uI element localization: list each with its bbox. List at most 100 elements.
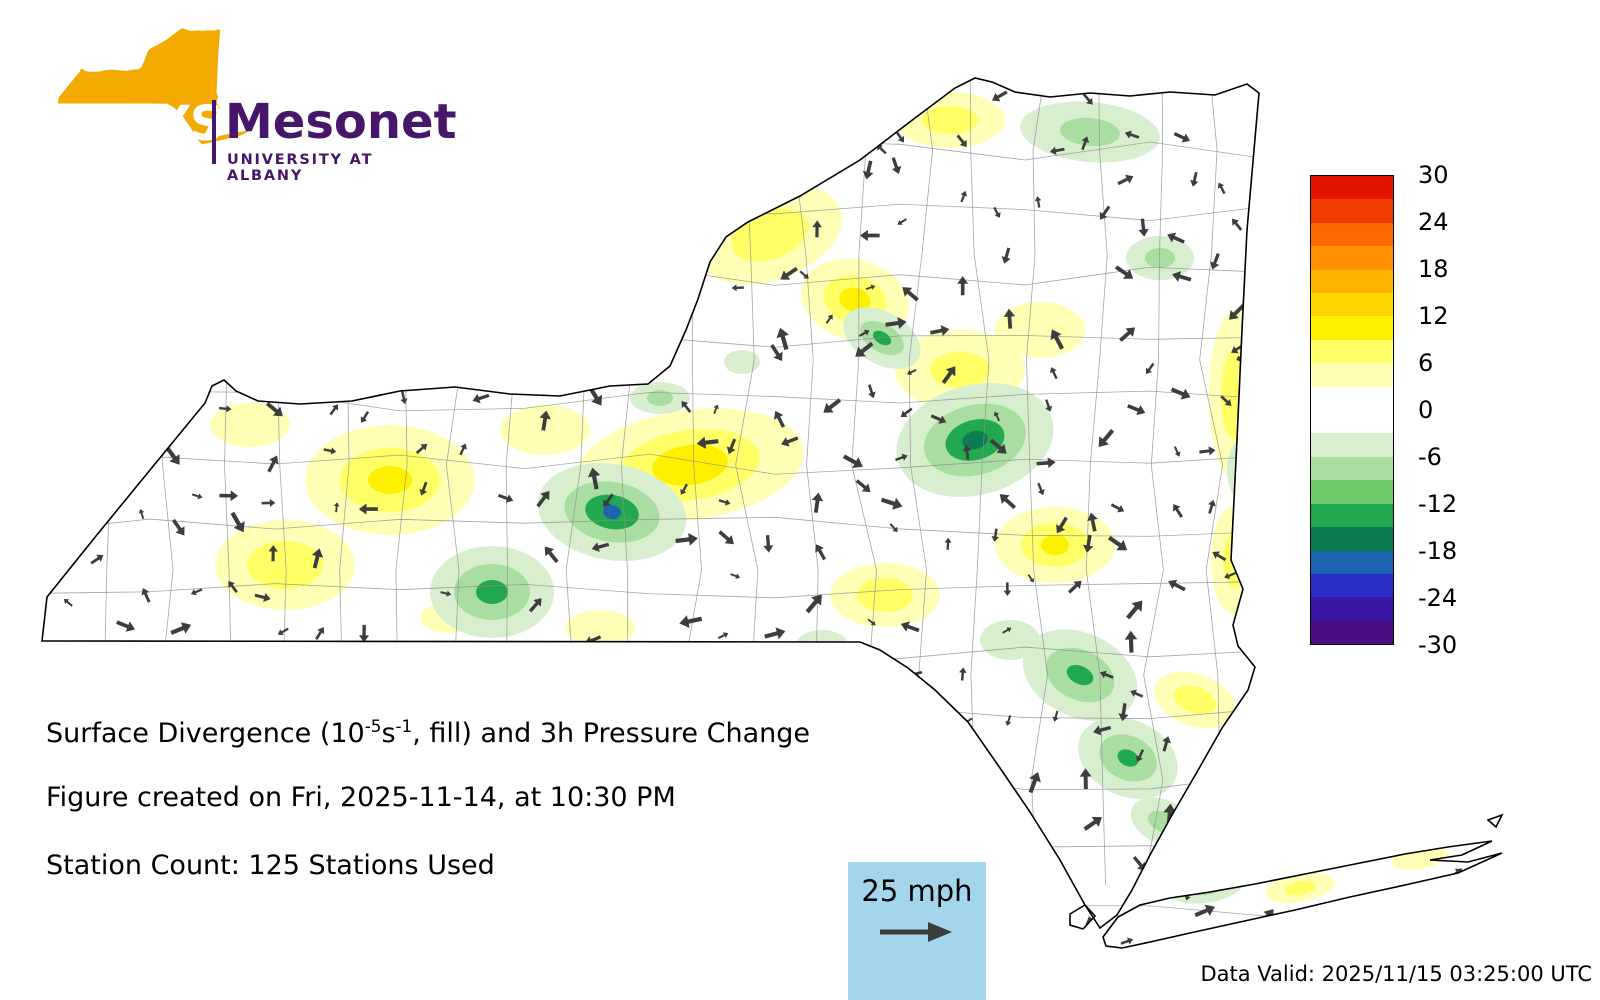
pressure-change-arrow-icon	[1232, 218, 1243, 231]
pressure-change-arrow-icon	[640, 212, 646, 222]
pressure-change-arrow-icon	[1049, 146, 1065, 155]
pressure-change-arrow-icon	[764, 84, 771, 95]
colorbar-segment	[1311, 222, 1393, 247]
pressure-change-arrow-icon	[960, 190, 968, 203]
pressure-change-arrow-icon	[417, 278, 428, 295]
pressure-change-arrow-icon	[344, 947, 363, 962]
pressure-change-arrow-icon	[635, 82, 648, 89]
pressure-change-arrow-icon	[1027, 574, 1034, 583]
colorbar-segment	[1311, 269, 1393, 294]
divergence-contour	[839, 287, 871, 313]
pressure-change-arrow-icon	[116, 620, 135, 632]
pressure-change-arrow-icon	[544, 546, 559, 564]
pressure-change-arrow-icon	[89, 960, 104, 978]
pressure-change-arrow-icon	[1497, 827, 1502, 847]
pressure-change-arrow-icon	[623, 812, 636, 825]
pressure-change-arrow-icon	[362, 365, 376, 373]
pressure-change-arrow-icon	[827, 721, 837, 738]
pressure-change-arrow-icon	[139, 387, 148, 399]
divergence-contour	[962, 430, 988, 450]
colorbar-segment	[1311, 597, 1393, 621]
pressure-change-arrow-icon	[726, 438, 737, 455]
pressure-change-arrow-icon	[1154, 945, 1173, 948]
pressure-change-arrow-icon	[1324, 788, 1337, 807]
pressure-change-arrow-icon	[1220, 395, 1232, 406]
pressure-change-arrow-icon	[1257, 480, 1268, 499]
divergence-contour	[980, 620, 1040, 660]
pressure-change-arrow-icon	[713, 404, 719, 414]
pressure-change-arrow-icon	[418, 947, 431, 956]
pressure-change-arrow-icon	[552, 847, 566, 858]
pressure-change-arrow-icon	[400, 391, 408, 405]
pressure-change-arrow-icon	[785, 896, 798, 907]
colorbar-tick-label: 30	[1418, 161, 1449, 189]
pressure-change-arrow-icon	[635, 331, 647, 353]
pressure-change-arrow-icon	[957, 276, 969, 296]
pressure-change-arrow-icon	[274, 302, 288, 322]
pressure-change-arrow-icon	[63, 598, 73, 607]
pressure-change-arrow-icon	[72, 669, 89, 680]
pressure-change-arrow-icon	[1117, 174, 1134, 186]
pressure-change-arrow-icon	[455, 910, 471, 922]
colorbar-tick-labels: 30 24 18 12 6 0 -6 -12 -18 -24 -30	[1418, 161, 1518, 659]
pressure-change-arrow-icon	[191, 273, 202, 279]
divergence-contour	[647, 390, 673, 406]
pressure-change-arrow-icon	[315, 678, 332, 690]
pressure-change-arrow-icon	[640, 143, 653, 151]
pressure-change-arrow-icon	[895, 78, 904, 85]
pressure-change-arrow-icon	[1003, 582, 1012, 596]
pressure-change-arrow-icon	[708, 771, 719, 783]
pressure-change-arrow-icon	[1262, 718, 1275, 741]
pressure-change-arrow-icon	[536, 490, 550, 508]
pressure-change-arrow-icon	[825, 314, 833, 324]
pressure-change-arrow-icon	[1050, 329, 1065, 350]
colorbar-segment	[1311, 573, 1393, 598]
pressure-change-arrow-icon	[49, 499, 64, 516]
colorbar-segment	[1311, 503, 1393, 528]
divergence-contour	[1284, 880, 1316, 896]
pressure-change-arrow-icon	[764, 627, 786, 640]
pressure-change-arrow-icon	[962, 444, 972, 460]
pressure-change-arrow-icon	[956, 134, 967, 148]
divergence-contour	[796, 630, 848, 660]
pressure-change-arrow-icon	[1289, 394, 1310, 406]
pressure-change-arrow-icon	[685, 131, 698, 149]
pressure-change-arrow-icon	[1145, 362, 1155, 375]
title-superscript: -5	[364, 716, 382, 736]
pressure-change-arrow-icon	[591, 542, 610, 553]
pressure-change-arrow-icon	[815, 544, 827, 561]
data-valid-timestamp: Data Valid: 2025/11/15 03:25:00 UTC	[1200, 962, 1592, 986]
pressure-change-arrow-icon	[451, 679, 463, 699]
pressure-change-arrow-icon	[680, 483, 688, 495]
pressure-change-arrow-icon	[992, 944, 1003, 948]
pressure-change-arrow-icon	[1345, 111, 1357, 133]
pressure-change-arrow-icon	[99, 312, 111, 321]
pressure-change-arrow-icon	[880, 497, 903, 510]
divergence-contour	[1223, 532, 1247, 588]
pressure-change-arrow-icon	[1045, 850, 1052, 861]
pressure-change-arrow-icon	[944, 537, 952, 550]
pressure-change-arrow-icon	[1490, 81, 1502, 100]
pressure-change-arrow-icon	[1416, 884, 1440, 898]
pressure-change-arrow-icon	[472, 218, 495, 231]
pressure-change-arrow-icon	[501, 356, 509, 369]
pressure-change-arrow-icon	[1273, 170, 1280, 182]
pressure-change-arrow-icon	[754, 806, 772, 817]
pressure-change-arrow-icon	[1212, 551, 1227, 562]
pressure-change-arrow-icon	[1098, 429, 1115, 447]
colorbar-segment	[1311, 176, 1393, 200]
logo-acronym: NYS	[115, 96, 225, 152]
pressure-change-arrow-icon	[735, 138, 749, 161]
pressure-change-arrow-icon	[1132, 856, 1146, 871]
pressure-change-arrow-icon	[739, 673, 754, 682]
divergence-contour	[995, 302, 1085, 358]
pressure-change-arrow-icon	[461, 170, 480, 181]
colorbar-tick-label: 18	[1418, 255, 1449, 283]
title-part: s	[381, 718, 396, 749]
figure-title: Surface Divergence (10-5s-1, fill) and 3…	[46, 716, 810, 749]
pressure-change-arrow-icon	[718, 530, 734, 545]
pressure-change-arrow-icon	[533, 941, 545, 948]
colorbar-legend: 30 24 18 12 6 0 -6 -12 -18 -24 -30	[1310, 161, 1530, 659]
pressure-change-arrow-icon	[1365, 799, 1385, 811]
pressure-change-arrow-icon	[585, 231, 607, 244]
